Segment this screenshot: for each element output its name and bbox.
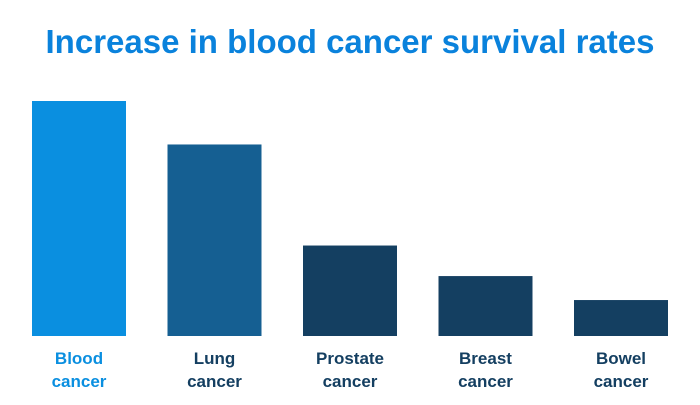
category-label-blood-line1: Blood xyxy=(55,349,103,368)
chart-title: Increase in blood cancer survival rates xyxy=(45,23,655,60)
bar-prostate xyxy=(303,245,397,336)
category-label-breast-line1: Breast xyxy=(459,349,512,368)
category-label-bowel-line2: cancer xyxy=(594,372,649,391)
bar-bowel xyxy=(574,300,668,336)
category-label-lung-line2: cancer xyxy=(187,372,242,391)
category-label-blood-line2: cancer xyxy=(52,372,107,391)
category-label-prostate-line1: Prostate xyxy=(316,349,384,368)
bar-blood xyxy=(32,101,126,336)
category-label-breast-line2: cancer xyxy=(458,372,513,391)
bar-breast xyxy=(438,276,533,336)
category-label-lung-line1: Lung xyxy=(194,349,236,368)
bar-lung xyxy=(167,144,262,336)
category-label-bowel-line1: Bowel xyxy=(596,349,646,368)
category-label-prostate-line2: cancer xyxy=(323,372,378,391)
